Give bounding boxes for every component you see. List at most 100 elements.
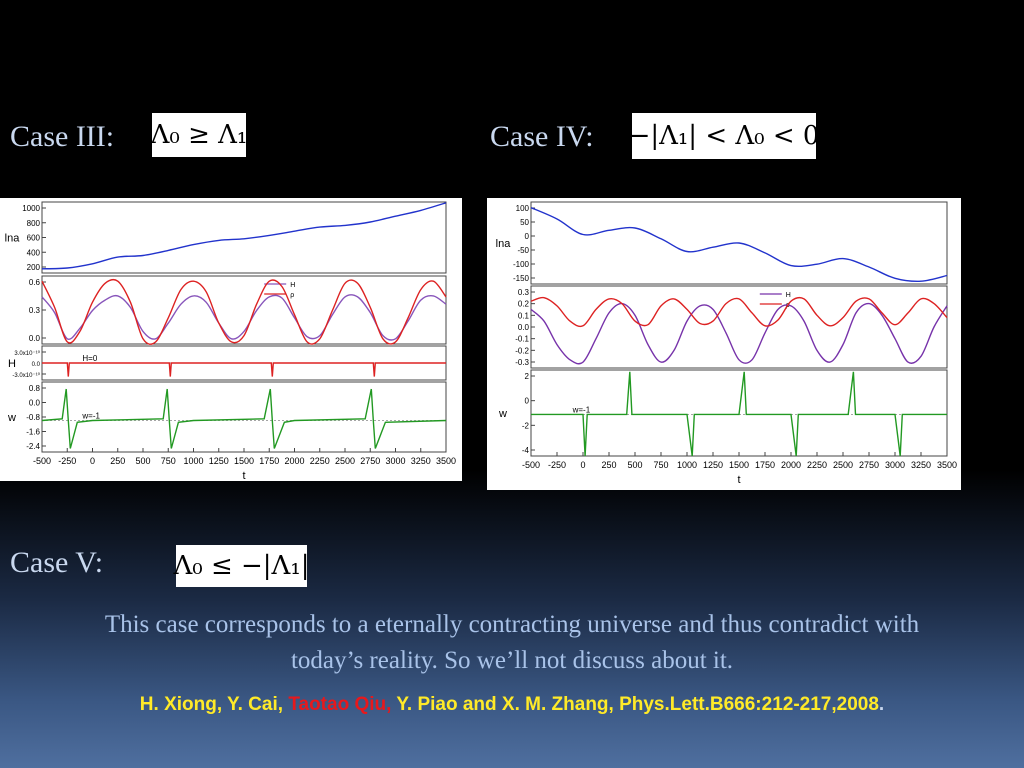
note-line-1: This case corresponds to a eternally con…: [104, 611, 920, 638]
x-tick-label: 2250: [310, 456, 330, 466]
y-axis-label: H: [8, 358, 16, 370]
y-axis-label: w: [498, 408, 507, 420]
y-tick-label: 200: [27, 263, 41, 272]
x-tick-label: 2000: [284, 456, 304, 466]
x-tick-label: -250: [58, 456, 76, 466]
x-tick-label: -500: [33, 456, 51, 466]
case4-chart: 100500-50-100-150lna0.30.20.10.0-0.1-0.2…: [496, 201, 957, 486]
x-tick-label: 3250: [411, 456, 431, 466]
case3-formula: Λ₀ ≥ Λ₁: [151, 113, 247, 157]
y-tick-label: -3.0x10⁻¹⁰: [12, 372, 40, 379]
x-tick-label: 500: [627, 460, 642, 470]
y-tick-label: 0.3: [29, 306, 41, 315]
x-tick-label: 1000: [677, 460, 697, 470]
x-tick-label: 3000: [885, 460, 905, 470]
y-tick-label: 0: [525, 397, 530, 406]
x-tick-label: 750: [161, 456, 176, 466]
y-tick-label: 0.2: [518, 300, 530, 309]
y-tick-label: 3.0x10⁻¹⁰: [14, 350, 40, 357]
x-tick-label: 3500: [436, 456, 456, 466]
panel-frame: [41, 381, 447, 453]
series-line-w: [41, 388, 447, 449]
y-tick-label: -0.2: [515, 346, 529, 355]
citation-highlight-author: Taotao Qiu,: [288, 694, 392, 715]
panel-frame: [41, 201, 447, 274]
x-tick-label: 1500: [234, 456, 254, 466]
panel-w-3: 0.8 0.0 -0.8 -1.6 -2.4 w w=-1: [7, 381, 447, 453]
panel-density-1: 0.30.20.10.0-0.1-0.2-0.3Hρ: [515, 285, 948, 369]
x-tick-label: 2500: [833, 460, 853, 470]
case4-formula: −|Λ₁| < Λ₀ < 0: [629, 113, 819, 159]
y-tick-label: 50: [520, 218, 529, 227]
case5-label: Case V:: [10, 546, 104, 579]
x-tick-label: 250: [601, 460, 616, 470]
citation-end: .: [878, 694, 885, 715]
y-tick-label: 0.8: [29, 384, 41, 393]
x-tick-label: 3000: [385, 456, 405, 466]
y-tick-label: 0.3: [518, 288, 530, 297]
x-tick-label: -500: [522, 460, 540, 470]
x-tick-label: 0: [580, 460, 585, 470]
x-tick-label: 250: [110, 456, 125, 466]
y-tick-label: 0.6: [29, 278, 41, 287]
x-tick-label: 1750: [755, 460, 775, 470]
annotation-label: w=-1: [81, 412, 100, 421]
y-tick-label: -50: [517, 246, 529, 255]
panel-lna-0: 100 50 0 -50 -100 -150 lna: [496, 201, 948, 285]
x-tick-label: 2500: [335, 456, 355, 466]
annotation-label: H=0: [82, 354, 97, 363]
x-tick-label: 1750: [259, 456, 279, 466]
y-tick-label: -1.6: [26, 428, 40, 437]
series-line-lna: [41, 202, 447, 270]
x-tick-label: -250: [548, 460, 566, 470]
y-tick-label: 0: [525, 232, 530, 241]
series-line-H: [530, 302, 948, 365]
y-tick-label: 100: [516, 204, 530, 213]
x-tick-label: 1250: [209, 456, 229, 466]
x-tick-label: 1000: [183, 456, 203, 466]
y-axis-label: w: [7, 412, 16, 424]
series-line-lna: [530, 207, 948, 282]
x-tick-label: 0: [90, 456, 95, 466]
y-tick-label: 0.0: [29, 399, 41, 408]
annotation-label: w=-1: [572, 405, 591, 414]
case4-label: Case IV:: [490, 120, 594, 153]
citation-authors: H. Xiong, Y. Cai,: [139, 694, 289, 715]
x-tick-label: 1500: [729, 460, 749, 470]
case5-formula: Λ₀ ≤ −|Λ₁|: [173, 545, 310, 587]
x-axis-label: t: [737, 474, 740, 486]
citation: H. Xiong, Y. Cai, Taotao Qiu, Y. Piao an…: [0, 694, 1024, 716]
y-tick-label: -150: [513, 274, 530, 283]
y-tick-label: -0.3: [515, 358, 529, 367]
y-tick-label: -2.4: [26, 442, 40, 451]
panel-frame: [530, 285, 948, 369]
legend-label: H: [786, 292, 791, 299]
legend-label: ρ: [290, 292, 294, 299]
panel-w-2: 2 0 -2 -4 w w=-1: [498, 369, 948, 457]
x-tick-label: 500: [135, 456, 150, 466]
y-tick-label: 1000: [22, 204, 40, 213]
y-tick-label: 0.0: [32, 362, 41, 368]
x-tick-label: 3500: [937, 460, 957, 470]
y-tick-label: -4: [522, 446, 530, 455]
y-tick-label: -2: [522, 421, 530, 430]
y-tick-label: 0.0: [518, 323, 530, 332]
x-tick-label: 2750: [859, 460, 879, 470]
series-line-w: [531, 371, 947, 457]
x-tick-label: 2250: [807, 460, 827, 470]
x-tick-label: 3250: [911, 460, 931, 470]
y-tick-label: -0.8: [26, 413, 40, 422]
legend-label: H: [290, 282, 295, 289]
y-tick-label: -100: [513, 260, 530, 269]
panel-lna-0: 1000 800 600 400 200 lna: [5, 201, 447, 274]
y-tick-label: -0.1: [515, 335, 529, 344]
y-tick-label: 600: [27, 234, 41, 243]
y-tick-label: 400: [27, 248, 41, 257]
y-axis-label: lna: [5, 233, 21, 245]
case3-label: Case III:: [10, 120, 115, 153]
y-tick-label: 0.0: [29, 334, 41, 343]
x-tick-label: 750: [653, 460, 668, 470]
panel-H-2: 3.0x10⁻¹⁰ 0.0 -3.0x10⁻¹⁰ H H=0: [8, 345, 447, 381]
case4-figure: 100 50 0 -50 -100 -150 lna 0.3 0.2 0.1 0.0 -0.1 -0.2…: [487, 198, 961, 490]
